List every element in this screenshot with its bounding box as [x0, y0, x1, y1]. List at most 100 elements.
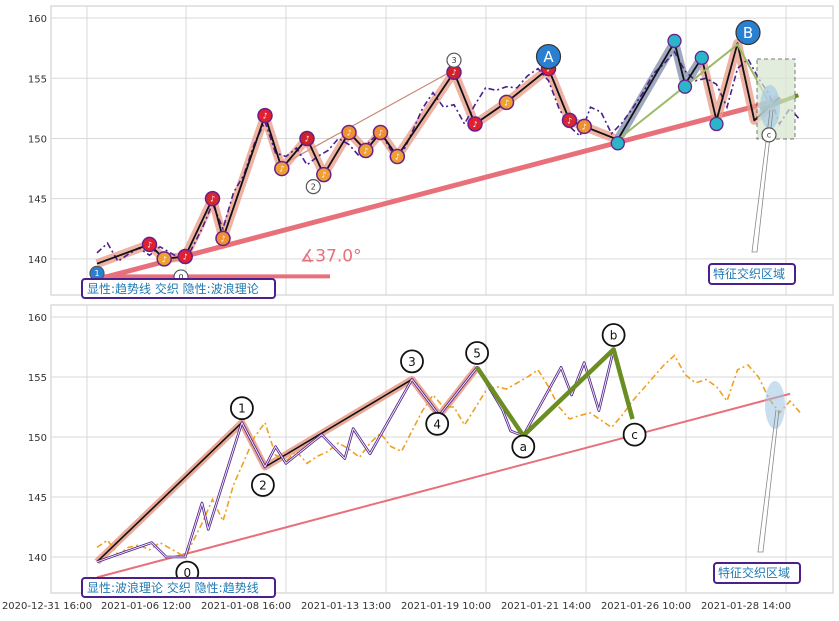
y-tick-label: 140 — [28, 553, 47, 564]
wave-marker-glyph: ♪ — [567, 116, 572, 125]
wave-marker — [358, 142, 374, 159]
wave-label: 4 — [433, 417, 441, 431]
x-tick-label: 2021-01-19 10:00 — [401, 601, 491, 612]
x-tick-label: 2021-01-06 12:00 — [101, 601, 191, 612]
wave-marker-glyph: ♪ — [147, 240, 152, 249]
wave-label-circle — [735, 19, 761, 46]
wave-marker-cyan — [677, 79, 693, 94]
wave-label-circle — [446, 52, 462, 68]
y-tick-label: 145 — [28, 493, 47, 504]
legend-text: 显性:波浪理论 交织 隐性:趋势线 — [87, 580, 259, 595]
angle-label: ∡37.0° — [300, 246, 362, 266]
wave-label: 1 — [94, 269, 99, 278]
wave-label-circle — [400, 349, 424, 374]
wave-marker — [372, 124, 389, 141]
wave-marker-glyph: ♪ — [162, 255, 167, 264]
wave-marker-glyph: ♪ — [262, 112, 267, 121]
wave-marker-glyph: ♪ — [504, 98, 509, 107]
wave-label-circle — [535, 43, 562, 70]
wave-label: 0 — [183, 566, 191, 580]
wave-label: 2 — [311, 183, 316, 192]
feature-region-ellipse — [760, 85, 780, 129]
wave-marker — [257, 107, 273, 124]
y-tick-label: 150 — [28, 134, 47, 145]
region-label: 特征交织区域 — [718, 565, 790, 580]
wave-label-circle — [305, 179, 321, 195]
wave-marker — [204, 190, 221, 207]
y-tick-label: 160 — [28, 14, 47, 25]
wave-marker-glyph: ♪ — [363, 147, 368, 156]
x-tick-label: 2021-01-08 16:00 — [201, 601, 291, 612]
plot-frame — [50, 304, 834, 594]
wave-marker — [274, 160, 290, 177]
x-tick-label: 2021-01-13 13:00 — [301, 601, 391, 612]
wave-marker-cyan — [610, 136, 625, 151]
trend-line — [94, 97, 782, 282]
wave-marker-glyph: ♪ — [472, 120, 477, 129]
wave-label-circle — [465, 341, 490, 365]
wave-marker — [498, 94, 515, 111]
wave-marker-glyph: ♪ — [451, 68, 456, 77]
wave-label: b — [610, 329, 618, 343]
legend-box — [81, 278, 276, 299]
wave-marker — [177, 248, 193, 265]
wave-marker-glyph: ♪ — [395, 153, 400, 162]
region-pointer — [757, 409, 780, 553]
wave-label: c — [631, 428, 638, 442]
wave-label-circle — [250, 473, 275, 497]
y-tick-label: 145 — [28, 195, 47, 206]
x-tick-label: 2021-01-28 14:00 — [701, 601, 791, 612]
wave-label: 3 — [451, 56, 456, 65]
wave-marker-glyph: ♪ — [304, 134, 309, 143]
wave-label-circle — [511, 434, 536, 459]
wave-marker-glyph: ♪ — [346, 128, 351, 137]
wave-marker — [299, 130, 315, 147]
wave-marker — [316, 166, 332, 183]
wave-marker — [215, 230, 231, 247]
wave-label: A — [543, 48, 554, 66]
wave-marker-glyph: ♪ — [279, 165, 284, 174]
wave-label: 2 — [259, 479, 267, 493]
wave-marker-glyph: ♪ — [582, 122, 587, 131]
region-label: 特征交织区域 — [713, 266, 785, 281]
trend-line — [96, 392, 791, 579]
y-tick-label: 155 — [28, 373, 47, 384]
panel-top: 140145150155160∡37.0°♪♪♪♪♪♪♪♪♪♪♪♪♪♪♪♪♪♪♪… — [28, 5, 834, 299]
plot-frame — [50, 5, 834, 296]
wave-marker-glyph: ♪ — [210, 195, 215, 204]
wave-marker — [156, 251, 172, 267]
x-tick-label: 2020-12-31 16:00 — [2, 601, 92, 612]
wave-label: 3 — [408, 355, 416, 369]
wave-label-circle — [425, 411, 450, 436]
wave-label: a — [520, 440, 527, 454]
y-tick-label: 155 — [28, 74, 47, 85]
wave-marker-glyph: ♪ — [220, 234, 225, 243]
wave-marker — [467, 116, 483, 132]
wave-label-circle — [229, 396, 254, 421]
feature-region-ellipse — [765, 381, 785, 429]
wave-marker — [576, 118, 592, 135]
wave-marker-cyan — [694, 50, 709, 65]
wave-marker — [389, 148, 406, 165]
y-tick-label: 150 — [28, 433, 47, 444]
wave-label: c — [767, 131, 771, 140]
region-pointer — [751, 109, 774, 253]
price-series — [96, 50, 802, 263]
y-tick-label: 160 — [28, 313, 47, 324]
y-tick-label: 140 — [28, 255, 47, 266]
wave-label: 1 — [238, 402, 246, 416]
correction-waves — [475, 347, 635, 439]
legend-text: 显性:趋势线 交织 隐性:波浪理论 — [87, 281, 259, 296]
legend-box — [81, 577, 276, 598]
wave-marker-glyph: ♪ — [183, 252, 188, 261]
wave-marker-glyph: ♪ — [378, 128, 383, 137]
wave-label: 0 — [178, 273, 183, 282]
wave-label: 5 — [473, 347, 481, 361]
x-tick-label: 2021-01-26 10:00 — [601, 601, 691, 612]
wave-path — [96, 41, 781, 265]
region-label-box — [708, 263, 796, 285]
wave-marker — [141, 236, 158, 253]
wave-label-circle — [761, 127, 777, 143]
